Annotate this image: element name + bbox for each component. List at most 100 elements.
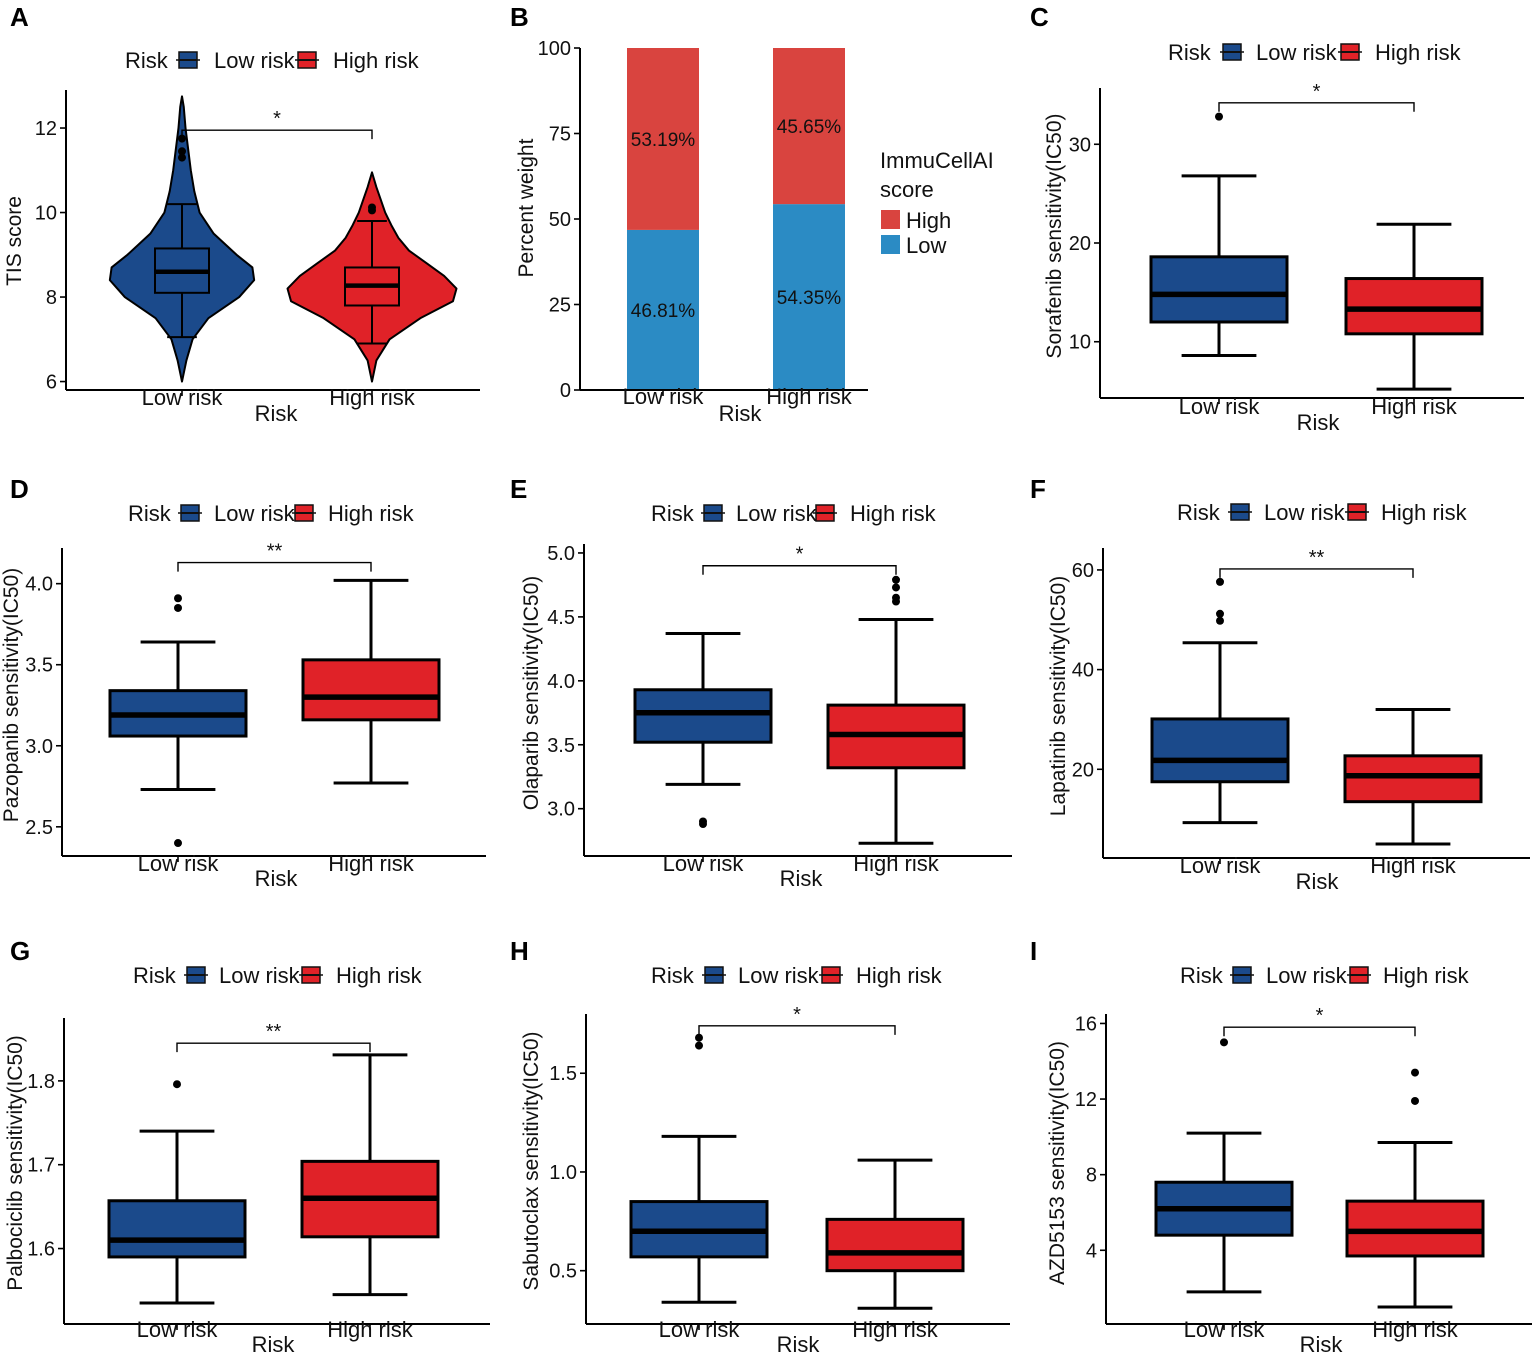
significance-label: ** [1309,547,1325,569]
legend-key-low-risk [1230,966,1254,984]
outlier-point [178,147,186,156]
outlier-point [174,603,182,612]
x-tick-label: High risk [766,384,853,409]
y-axis-title: Olaparib sensitivity(IC50) [520,576,543,811]
y-tick-label: 3.0 [25,736,53,758]
outlier-point [178,153,186,162]
y-tick-label: 1.8 [27,1071,55,1093]
y-tick-label: 50 [549,209,571,231]
box-high-risk [344,203,400,345]
y-axis-title: Lapatinib sensitivity(IC50) [1047,576,1070,816]
x-axis-title: Risk [1300,1332,1344,1357]
significance-bracket [176,1042,371,1053]
y-tick-label: 4 [1086,1240,1097,1262]
y-tick-label: 8 [46,287,57,309]
outlier-point [1216,577,1224,586]
outlier-point [699,817,707,826]
box [1343,754,1483,804]
box [107,1199,247,1259]
box-low-risk [1154,1038,1294,1294]
legend-title: Risk [128,501,172,526]
y-tick-label: 30 [1069,134,1091,156]
significance-bracket [177,561,372,572]
x-tick-label: High risk [327,1317,414,1342]
legend: Risk Low risk High risk [1177,500,1468,525]
outlier-point [1216,616,1224,625]
x-axis-title: Risk [1297,410,1341,435]
outlier-point [173,1080,181,1089]
significance-bracket [181,129,373,140]
panel-g: G Risk Low risk High risk ** 1.6 1.7 1.8 Low ris… [4,936,490,1357]
y-tick-label: 1.6 [27,1239,55,1261]
x-axis-title: Risk [252,1332,296,1357]
box-high-risk [1344,222,1484,391]
outlier-point [174,839,182,848]
x-tick-label: High risk [1371,394,1458,419]
box [1149,255,1289,324]
legend-key-high-risk [1347,966,1371,984]
significance-bracket [1218,102,1415,112]
bar-low-high-risk [773,204,845,390]
y-tick-label: 16 [1075,1013,1097,1035]
x-tick-label: High risk [329,385,416,410]
legend-key-high-risk [1345,503,1369,521]
x-tick-label: Low risk [137,1317,219,1342]
legend-label-low-risk: Low risk [214,48,296,73]
x-tick-label: Low risk [142,385,224,410]
legend-label-high-risk: High risk [1383,963,1470,988]
y-tick-label: 1.7 [27,1155,55,1177]
panel-f: F Risk Low risk High risk ** 20 40 60 Low risk Hi… [1030,474,1530,894]
legend: Risk Low risk High risk [133,963,423,988]
bar-high-low-risk [627,48,699,230]
y-tick-label: 12 [35,118,57,140]
x-tick-label: Low risk [659,1317,741,1342]
panel-c: C Risk Low risk High risk * 10 20 30 Low risk Hig… [1030,2,1524,435]
box-low-risk [633,632,773,829]
significance-label: * [793,1004,801,1026]
outlier-point [892,575,900,584]
y-tick-label: 25 [549,295,571,317]
legend-key-low-risk [701,504,725,522]
outlier-point [892,583,900,592]
significance-bracket [702,565,897,575]
legend-label-high-risk: High risk [856,963,943,988]
panel-letter: F [1030,474,1046,504]
legend-label-low-risk: Low risk [1264,500,1346,525]
legend: Risk Low risk High risk [1168,40,1462,65]
outlier-point [1411,1068,1419,1077]
box-low-risk [1149,112,1289,358]
y-tick-label: 2.5 [25,817,53,839]
significance-label: * [1313,81,1321,103]
y-tick-label: 0.5 [549,1261,577,1283]
bar-low-low-risk [627,229,699,390]
legend-label-high-risk: High risk [336,963,423,988]
y-tick-label: 40 [1072,660,1094,682]
panel-letter: H [510,936,529,966]
panel-letter: E [510,474,527,504]
y-axis-title: TIS score [3,196,26,286]
panel-b: B 46.81% 53.19% 54.35% 45.65% 0 25 50 75 100 Low r… [510,2,994,426]
x-tick-label: Low risk [138,851,220,876]
box-low-risk [154,134,210,339]
box [1345,1199,1485,1258]
x-tick-label: High risk [852,1317,939,1342]
legend-key-low-risk [1228,503,1252,521]
y-axis-title: Pazopanib sensitivity(IC50) [0,568,23,822]
legend-label-high-risk: High risk [1375,40,1462,65]
panel-letter: A [10,2,29,32]
legend-label-high: High [906,208,951,233]
outlier-point [368,203,376,212]
y-tick-label: 3.0 [547,799,575,821]
significance-label: ** [267,541,283,563]
legend-key-high-risk [819,966,843,984]
legend: Risk Low risk High risk [1180,963,1470,988]
legend-title: Risk [133,963,177,988]
legend-key-high [881,210,900,229]
y-tick-label: 4.0 [547,671,575,693]
outlier-point [1216,609,1224,618]
bar-data-label: 53.19% [631,130,696,151]
legend-key-low-risk [184,966,208,984]
legend-key-high-risk [813,504,837,522]
